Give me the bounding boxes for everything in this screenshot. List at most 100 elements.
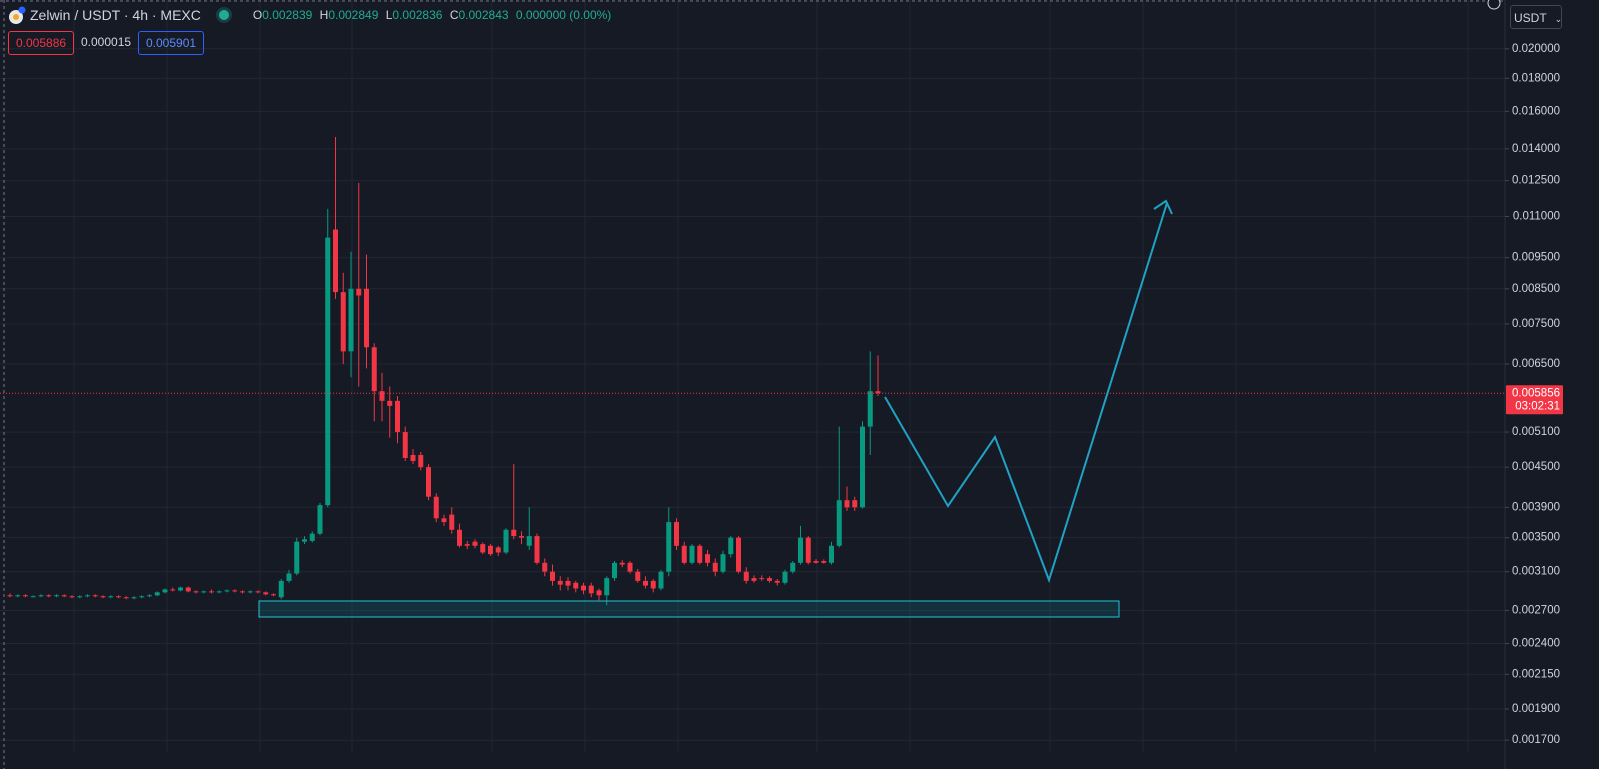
projection-arrowhead bbox=[1153, 199, 1173, 215]
currency: USDT bbox=[1514, 11, 1547, 25]
projection-path bbox=[884, 202, 1168, 584]
candle-body bbox=[774, 580, 780, 583]
spread: 0.000015 bbox=[81, 35, 132, 49]
candle-body bbox=[410, 454, 416, 462]
candle-body bbox=[247, 591, 253, 593]
candle-body bbox=[162, 589, 168, 593]
y-tick-label: 0.002150 bbox=[1512, 668, 1560, 680]
candle-body bbox=[581, 585, 586, 591]
candle-body bbox=[457, 529, 462, 546]
candle-body bbox=[705, 554, 710, 563]
candle-body bbox=[302, 539, 307, 542]
candle-body bbox=[61, 595, 67, 597]
candle-body bbox=[131, 597, 137, 599]
candle-body bbox=[348, 288, 354, 352]
candle-body bbox=[23, 595, 28, 597]
candle-body bbox=[588, 585, 594, 594]
candle-body bbox=[139, 596, 145, 598]
candle-body bbox=[178, 587, 183, 591]
candle-body bbox=[263, 592, 269, 595]
candle-body bbox=[875, 391, 881, 394]
candle-body bbox=[433, 496, 439, 519]
ohlc-key: O bbox=[252, 8, 263, 22]
candle-body bbox=[108, 596, 114, 598]
candle-body bbox=[69, 596, 75, 598]
candle-body bbox=[38, 595, 44, 597]
ohlc-key: L bbox=[385, 8, 393, 22]
candle-body bbox=[712, 562, 718, 572]
candle-body bbox=[224, 590, 230, 592]
change: 0.000000 (0.00%) bbox=[515, 8, 612, 22]
candle-body bbox=[209, 591, 214, 593]
candle-body bbox=[813, 561, 819, 563]
candle-body bbox=[232, 590, 238, 592]
candle-body bbox=[557, 580, 563, 585]
ohlc-value: 0.002839 bbox=[262, 8, 313, 22]
candle-body bbox=[85, 595, 90, 597]
candle-body bbox=[503, 529, 509, 553]
y-tick-label: 0.002700 bbox=[1512, 604, 1560, 616]
candle-body bbox=[379, 391, 385, 401]
candle-body bbox=[480, 544, 486, 553]
candle-body bbox=[550, 571, 555, 581]
sell-button[interactable]: 0.005886 bbox=[8, 31, 75, 55]
y-tick-label: 0.009500 bbox=[1512, 252, 1560, 264]
candle-body bbox=[193, 591, 199, 593]
candle-body bbox=[54, 595, 59, 597]
currency-select[interactable]: USDT ⌄ bbox=[1510, 5, 1562, 29]
candle-body bbox=[534, 536, 540, 563]
candle-body bbox=[216, 591, 222, 593]
candle-body bbox=[519, 536, 524, 538]
y-tick-label: 0.001900 bbox=[1512, 703, 1560, 715]
candle-body bbox=[402, 432, 408, 458]
candle-body bbox=[751, 578, 757, 581]
candle-body bbox=[147, 595, 152, 597]
candle-body bbox=[759, 578, 765, 580]
ohlc-value: 0.002849 bbox=[328, 8, 379, 22]
candle-body bbox=[364, 288, 369, 348]
symbol-title: Zelwin / USDT · 4h · MEXC bbox=[30, 7, 201, 23]
candle-body bbox=[154, 592, 160, 596]
candle-body bbox=[271, 594, 276, 596]
candle-body bbox=[565, 580, 571, 586]
ohlc-value: 0.002843 bbox=[458, 8, 509, 22]
ohlc-key: C bbox=[449, 8, 459, 22]
candle-body bbox=[689, 545, 695, 563]
candle-body bbox=[867, 391, 873, 427]
candle-body bbox=[123, 597, 129, 599]
candle-body bbox=[441, 518, 447, 523]
candle-body bbox=[7, 595, 13, 597]
dropdown-caret: ⌄ bbox=[1554, 14, 1563, 24]
candle-body bbox=[805, 537, 811, 563]
ohlc: O0.002839 H0.002849 L0.002836 C0.002843 … bbox=[249, 8, 611, 22]
buy-button[interactable]: 0.005901 bbox=[138, 31, 205, 55]
candle-body bbox=[92, 595, 98, 597]
candle-body bbox=[650, 580, 656, 589]
last-price-badge bbox=[1506, 385, 1563, 415]
candle-body bbox=[340, 292, 346, 352]
price-axis: 0.020000 0.018000 0.016000 0.014000 0.012500… bbox=[1505, 43, 1563, 746]
candle-body bbox=[317, 505, 323, 534]
candle-body bbox=[790, 562, 796, 572]
y-tick-label: 0.003900 bbox=[1512, 501, 1560, 513]
candle-body bbox=[736, 537, 741, 572]
candle-body bbox=[728, 537, 734, 555]
candle-body bbox=[449, 514, 455, 530]
candle-body bbox=[619, 562, 625, 565]
y-tick-label: 0.003500 bbox=[1512, 532, 1560, 544]
add-button[interactable] bbox=[1487, 0, 1501, 10]
candle-body bbox=[666, 522, 672, 572]
candle-body bbox=[426, 467, 431, 497]
y-tick-label: 0.006500 bbox=[1512, 358, 1560, 370]
y-tick-label: 0.011000 bbox=[1513, 211, 1560, 223]
countdown: 03:02:31 bbox=[1515, 400, 1560, 412]
candle-body bbox=[852, 500, 858, 508]
candle-body bbox=[116, 596, 121, 598]
candle-body bbox=[627, 562, 633, 572]
candle-body bbox=[829, 545, 834, 563]
candle-body bbox=[371, 347, 377, 392]
y-tick-label: 0.016000 bbox=[1512, 105, 1560, 117]
candle-body bbox=[100, 596, 106, 598]
